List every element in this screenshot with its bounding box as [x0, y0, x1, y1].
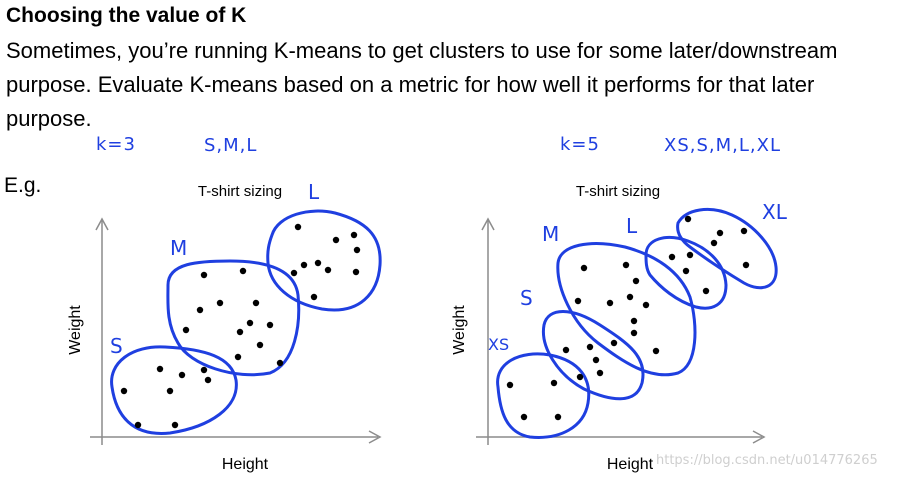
data-point: [216, 299, 224, 307]
handwritten-k3: k=3: [96, 134, 136, 155]
right-y-axis-arrow: [481, 217, 495, 231]
slide-title: Choosing the value of K: [6, 4, 247, 27]
data-point: [506, 381, 514, 389]
data-point: [626, 293, 634, 301]
data-point: [171, 421, 179, 429]
handwritten-sizes-right: XS,S,M,L,XL: [664, 135, 781, 156]
left-cluster-s-outline: [110, 345, 238, 435]
data-point: [550, 379, 558, 387]
data-point: [252, 299, 260, 307]
data-point: [350, 231, 358, 239]
data-point: [352, 268, 360, 276]
data-point: [294, 223, 302, 231]
data-point: [632, 277, 640, 285]
data-point: [134, 421, 142, 429]
data-point: [622, 261, 630, 269]
data-point: [276, 359, 284, 367]
left-x-label: Height: [222, 456, 269, 473]
watermark: https://blog.csdn.net/u014776265: [656, 453, 878, 468]
data-point: [236, 328, 244, 336]
right-x-label: Height: [607, 456, 654, 473]
data-point: [742, 261, 750, 269]
data-point: [204, 376, 212, 384]
left-chart-title: T-shirt sizing: [198, 183, 282, 200]
data-point: [668, 253, 676, 261]
data-point: [702, 287, 710, 295]
right-cluster-label-m: M: [542, 222, 559, 246]
left-cluster-l-outline: [266, 209, 382, 312]
data-point: [182, 326, 190, 334]
data-point: [178, 371, 186, 379]
handwritten-k5: k=5: [560, 134, 600, 155]
data-point: [586, 343, 594, 351]
data-point: [740, 227, 748, 235]
data-point: [592, 356, 600, 364]
right-cluster-xl-outline: [676, 208, 778, 290]
data-point: [239, 267, 247, 275]
data-point: [156, 365, 164, 373]
data-point: [314, 259, 322, 267]
data-point: [686, 251, 694, 259]
right-cluster-xs-outline: [496, 352, 591, 439]
data-point: [606, 299, 614, 307]
right-cluster-label-s: S: [520, 286, 533, 310]
data-point: [520, 413, 528, 421]
slide-body: Sometimes, you’re running K-means to get…: [6, 38, 838, 131]
left-x-axis-arrow: [368, 430, 382, 444]
data-point: [716, 229, 724, 237]
data-point: [596, 369, 604, 377]
data-point: [710, 239, 718, 247]
right-cluster-label-xs: XS: [488, 335, 509, 354]
left-cluster-m-outline: [166, 259, 301, 377]
right-cluster-plot: T-shirt sizing Height Weight XS S M L XL: [451, 183, 788, 473]
data-point: [642, 301, 650, 309]
data-point: [630, 317, 638, 325]
data-point: [684, 215, 692, 223]
data-point: [562, 346, 570, 354]
left-y-axis-arrow: [95, 217, 109, 231]
data-point: [682, 267, 690, 275]
data-point: [290, 269, 298, 277]
handwritten-sizes-left: S,M,L: [204, 135, 258, 156]
right-cluster-label-l: L: [626, 214, 638, 238]
data-point: [652, 347, 660, 355]
left-cluster-label-l: L: [308, 180, 320, 204]
left-cluster-label-s: S: [110, 334, 123, 358]
right-cluster-label-xl: XL: [762, 200, 788, 224]
left-y-label: Weight: [67, 305, 84, 355]
data-point: [610, 339, 618, 347]
data-point: [554, 413, 562, 421]
example-label: E.g.: [4, 174, 42, 197]
data-point: [332, 236, 340, 244]
right-cluster-m-outline: [556, 242, 697, 377]
data-point: [200, 366, 208, 374]
data-point: [120, 387, 128, 395]
right-chart-title: T-shirt sizing: [576, 183, 660, 200]
left-cluster-label-m: M: [170, 236, 187, 260]
data-point: [166, 387, 174, 395]
data-point: [630, 329, 638, 337]
left-cluster-plot: T-shirt sizing Height Weight S M L: [67, 180, 382, 473]
data-point: [580, 264, 588, 272]
data-point: [246, 319, 254, 327]
data-point: [256, 341, 264, 349]
data-point: [300, 261, 308, 269]
right-y-label: Weight: [451, 305, 468, 355]
data-point: [576, 373, 584, 381]
right-x-axis-arrow: [752, 430, 766, 444]
data-point: [353, 246, 361, 254]
data-point: [266, 321, 274, 329]
data-point: [200, 271, 208, 279]
data-point: [324, 266, 332, 274]
data-point: [310, 293, 318, 301]
data-point: [234, 353, 242, 361]
right-cluster-s-outline: [541, 310, 645, 401]
data-point: [574, 297, 582, 305]
data-point: [196, 306, 204, 314]
